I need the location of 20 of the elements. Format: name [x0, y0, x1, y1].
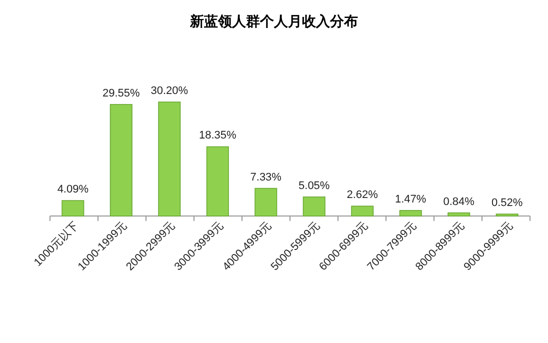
data-label: 0.52% [491, 197, 523, 210]
bar [110, 104, 132, 216]
bar [351, 206, 374, 216]
data-label: 18.35% [198, 130, 237, 142]
bar [399, 210, 422, 216]
data-label: 5.05% [298, 180, 330, 192]
bar [448, 212, 470, 216]
chart-title: 新蓝领人群个人月收入分布 [189, 13, 358, 30]
data-label: 30.20% [150, 85, 188, 97]
bar [62, 200, 84, 216]
data-label: 4.09% [57, 184, 89, 196]
data-label: 29.55% [102, 87, 140, 100]
bar [254, 188, 278, 216]
bar [158, 102, 181, 216]
bar [302, 196, 326, 216]
data-label: 2.62% [346, 189, 378, 202]
data-label: 7.33% [250, 171, 282, 184]
data-label: 1.47% [395, 193, 426, 206]
data-label: 0.84% [443, 196, 475, 208]
bar [206, 146, 229, 216]
